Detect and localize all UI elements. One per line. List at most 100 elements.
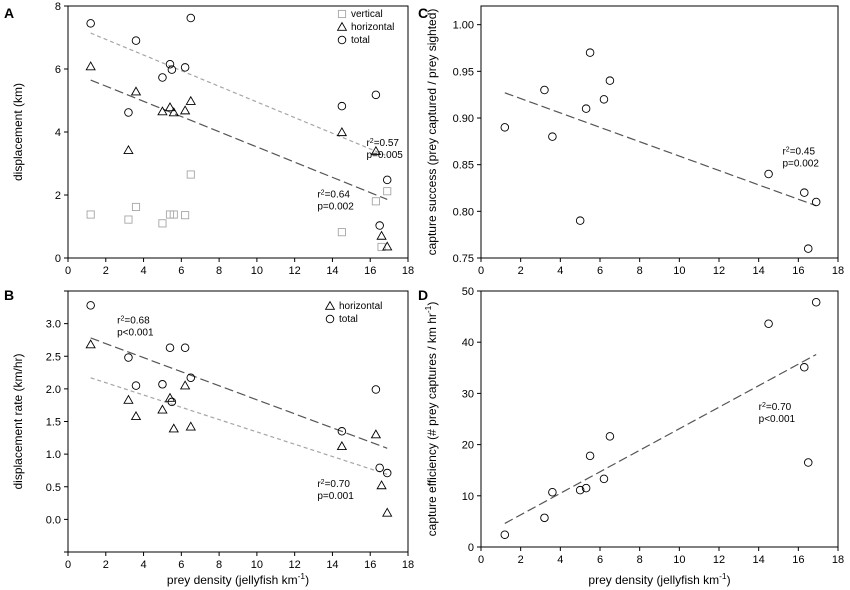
panel-a-point-horizontal xyxy=(185,95,196,105)
legend-a-vertical-marker xyxy=(337,9,347,19)
panel-a-point-total xyxy=(165,60,175,69)
panel-d-ylabel: capture efficiency (# prey captures / km… xyxy=(423,302,439,537)
panel-a-point-horizontal xyxy=(123,144,134,155)
panel-a-point-horizontal xyxy=(370,145,382,155)
legend-a-total-marker xyxy=(337,35,347,45)
panel-b-ytick-label: 0.0 xyxy=(46,514,61,526)
panel-d-xtick-label: 8 xyxy=(637,554,643,566)
panel-d-fit-line-capture-efficiency xyxy=(504,353,817,524)
panel-d-point-capture-efficiency xyxy=(575,485,585,495)
panel-a-xtick-label: 8 xyxy=(216,265,222,277)
panel-d-ytick-label: 50 xyxy=(462,286,474,298)
panel-c-point-capture-success xyxy=(581,104,591,113)
panel-b-point-total xyxy=(158,380,167,389)
panel-a-ytick-label: 2 xyxy=(55,190,61,202)
panel-d-point-capture-efficiency xyxy=(804,458,813,467)
annotation-b-fit-horizontal-line: r2=0.70 xyxy=(317,478,350,490)
panel-b-xtick-label: 2 xyxy=(103,559,109,571)
panel-b-point-total xyxy=(86,301,95,310)
panel-a-xtick-label: 10 xyxy=(251,265,263,277)
panel-b-point-horizontal xyxy=(382,507,393,517)
panel-d-frame xyxy=(480,290,839,548)
panel-c-point-capture-success xyxy=(764,169,773,179)
panel-c-point-capture-success xyxy=(575,216,585,225)
panel-a-point-vertical xyxy=(377,242,386,252)
panel-c-ylabel: capture success (prey captured / prey si… xyxy=(425,9,439,256)
panel-d-xlabel: prey density (jellyfish km-1) xyxy=(588,571,730,587)
panel-b-ytick-label: 2.0 xyxy=(46,384,61,396)
annotation-a-fit-total-line: r2=0.57 xyxy=(366,138,399,150)
panel-b-point-horizontal xyxy=(376,480,387,490)
panel-d-ytick-label: 20 xyxy=(462,440,474,452)
panel-b-point-total xyxy=(131,381,141,390)
annotation-b-fit-total-line: p<0.001 xyxy=(117,328,154,339)
panel-c-xtick-label: 12 xyxy=(713,265,725,277)
panel-b-ytick-label: 1.0 xyxy=(46,449,61,461)
panel-a-point-total xyxy=(167,65,177,74)
panel-a-legend: vertical horizontal total xyxy=(336,9,394,46)
panel-d-xtick-label: 12 xyxy=(713,554,725,566)
panel-a-point-horizontal xyxy=(336,127,348,137)
panel-d-point-capture-efficiency xyxy=(581,483,591,493)
panel-b-ylabel: displacement rate (km/hr) xyxy=(11,353,25,489)
panel-b-series-horizontal xyxy=(85,339,393,517)
panel-d-point-capture-efficiency xyxy=(585,451,595,461)
panel-a-xtick-label: 6 xyxy=(178,265,184,277)
panel-b-xtick-label: 8 xyxy=(216,559,222,571)
panel-a-point-vertical xyxy=(169,210,178,219)
panel-c-letter: C xyxy=(418,5,428,21)
annotation-d-fit-line: p<0.001 xyxy=(759,414,796,425)
panel-c-point-capture-success xyxy=(800,188,809,197)
panel-b-point-horizontal xyxy=(130,410,142,421)
panel-c-fit-line-capture-success xyxy=(504,92,817,207)
panel-b-xtick-label: 0 xyxy=(65,559,71,571)
panel-a-xtick-label: 14 xyxy=(326,265,338,277)
annotation-d-fit-line: r2=0.70 xyxy=(759,401,792,413)
panel-a-xtick-label: 16 xyxy=(364,265,376,277)
panel-c-point-capture-success xyxy=(605,76,615,85)
legend-a-total-label: total xyxy=(351,35,370,46)
panel-b-xtick-label: 12 xyxy=(289,559,301,571)
panel-b-ytick-label: 2.5 xyxy=(46,351,61,363)
panel-b-point-horizontal xyxy=(157,404,168,414)
panel-b-xtick-label: 14 xyxy=(326,559,338,571)
panel-c-ytick-label: 0.85 xyxy=(453,160,474,172)
panel-d-point-capture-efficiency xyxy=(605,432,615,441)
legend-a-vertical-label: vertical xyxy=(351,9,383,20)
panel-c-xtick-label: 14 xyxy=(753,265,765,277)
panel-a-xtick-label: 2 xyxy=(103,265,109,277)
panel-a-point-vertical xyxy=(86,210,95,219)
panel-b-point-horizontal xyxy=(185,421,196,431)
legend-b-total-label: total xyxy=(339,314,358,325)
panel-c-ytick-label: 1.00 xyxy=(453,20,474,32)
panel-c: C 0 2 4 6 8 10 12 14 16 18 0.75 0.80 0.85 0.90 0.95 1.00… xyxy=(418,5,844,277)
panel-b: B 0 2 4 6 8 10 12 14 16 18 0.0 0.5 1.0 1.5 2.0 2.5 3.0 dis… xyxy=(4,287,414,587)
panel-c-point-capture-success xyxy=(540,85,549,95)
panel-b-point-horizontal xyxy=(168,423,179,433)
panel-c-series-capture-success xyxy=(500,48,821,253)
panel-c-xtick-label: 6 xyxy=(597,265,603,277)
panel-c-xtick-label: 10 xyxy=(673,265,685,277)
annotation-b-fit-horizontal-line: p=0.001 xyxy=(317,491,354,502)
panel-c-xtick-label: 18 xyxy=(832,265,844,277)
panel-b-point-horizontal xyxy=(370,429,382,439)
panel-d-point-capture-efficiency xyxy=(811,298,821,307)
panel-d-xtick-label: 14 xyxy=(753,554,765,566)
panel-a: A 0 2 4 6 8 10 12 14 16 18 0 2 4 6 8 displacement (km) r2… xyxy=(4,1,414,277)
panel-a-point-total xyxy=(131,36,141,45)
panel-b-point-total xyxy=(337,427,347,436)
panel-d: D 0 2 4 6 8 10 12 14 16 18 0 10 20 30 40 50 capture effic… xyxy=(418,286,844,587)
panel-c-point-capture-success xyxy=(500,123,510,132)
panel-c-xtick-label: 0 xyxy=(478,265,484,277)
panel-b-xtick-label: 6 xyxy=(178,559,184,571)
panel-c-ytick-label: 0.80 xyxy=(453,206,474,218)
panel-a-xtick-label: 0 xyxy=(65,265,71,277)
panel-d-xtick-label: 2 xyxy=(518,554,524,566)
panel-d-point-capture-efficiency xyxy=(548,487,557,497)
panel-c-ytick-label: 0.75 xyxy=(453,253,474,265)
annotation-a-fit-total-line: p=0.005 xyxy=(366,150,403,161)
panel-c-ytick-label: 0.90 xyxy=(453,113,474,125)
panel-b-ytick-label: 0.5 xyxy=(46,482,61,494)
panel-b-point-total xyxy=(165,343,175,353)
